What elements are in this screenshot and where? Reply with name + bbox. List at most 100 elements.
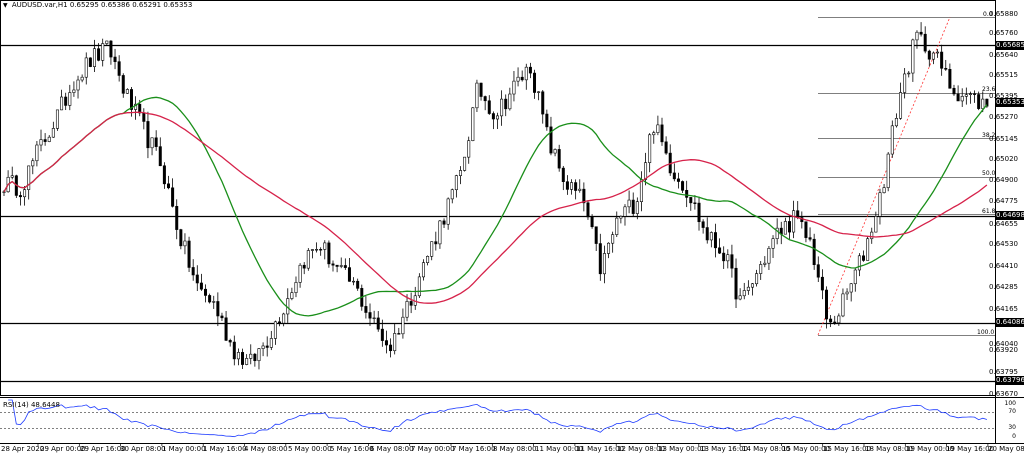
price-label: 0.64530 bbox=[989, 240, 1018, 248]
candle-body bbox=[43, 139, 47, 142]
candle-body bbox=[602, 253, 606, 275]
candle-body bbox=[738, 295, 742, 300]
candle-body bbox=[2, 191, 6, 193]
candle-body bbox=[829, 318, 833, 323]
ohlc-values: 0.65295 0.65386 0.65291 0.65353 bbox=[69, 1, 193, 9]
candle-body bbox=[467, 140, 471, 158]
candle-body bbox=[742, 290, 746, 297]
price-label: 0.64285 bbox=[989, 283, 1018, 291]
rsi-label-100: 100 bbox=[1004, 400, 1016, 407]
candle-body bbox=[804, 221, 808, 238]
candle-body bbox=[862, 255, 866, 261]
candle-body bbox=[590, 216, 594, 228]
candle-body bbox=[162, 165, 166, 185]
candle-body bbox=[278, 321, 282, 324]
candle-body bbox=[565, 181, 569, 190]
price-label: 0.65760 bbox=[989, 29, 1018, 37]
candle-body bbox=[417, 276, 421, 297]
candle-body bbox=[718, 247, 722, 254]
candle-body bbox=[627, 199, 631, 208]
candle-body bbox=[294, 282, 298, 293]
candle-body bbox=[681, 181, 685, 191]
candle-body bbox=[660, 124, 664, 143]
candle-body bbox=[380, 328, 384, 341]
candle-body bbox=[857, 255, 861, 271]
candle-body bbox=[874, 216, 878, 233]
candle-body bbox=[915, 31, 919, 41]
candle-body bbox=[755, 273, 759, 285]
time-label: 5 May 16:00 bbox=[330, 445, 374, 453]
candle-body bbox=[310, 249, 314, 251]
candle-body bbox=[72, 89, 76, 93]
price-label: 0.65880 bbox=[989, 10, 1018, 18]
fib-label-38-2: 38.2 bbox=[982, 132, 996, 139]
candle-body bbox=[977, 94, 981, 109]
candle-body bbox=[154, 137, 158, 147]
candle-body bbox=[491, 113, 495, 120]
candle-body bbox=[545, 113, 549, 128]
candle-body bbox=[878, 192, 882, 217]
candle-body bbox=[541, 91, 545, 115]
candle-body bbox=[783, 221, 787, 235]
candle-body bbox=[109, 40, 113, 58]
candle-body bbox=[886, 153, 890, 188]
candle-body bbox=[907, 72, 911, 75]
candle-body bbox=[701, 221, 705, 228]
candle-body bbox=[808, 237, 812, 240]
candle-body bbox=[870, 231, 874, 240]
candle-body bbox=[767, 248, 771, 264]
candle-body bbox=[487, 100, 491, 114]
candle-body bbox=[759, 264, 763, 274]
candle-body bbox=[39, 139, 43, 146]
candle-body bbox=[438, 220, 442, 245]
candle-body bbox=[981, 98, 985, 109]
candle-body bbox=[245, 358, 249, 365]
candle-body bbox=[356, 280, 360, 289]
candle-body bbox=[635, 201, 639, 214]
candle-body bbox=[483, 96, 487, 102]
candle-body bbox=[685, 190, 689, 198]
candle-body bbox=[195, 274, 199, 284]
collapse-triangle-icon[interactable]: ▼ bbox=[3, 2, 8, 9]
fib-trend-line bbox=[817, 16, 951, 336]
candle-body bbox=[10, 175, 14, 178]
hline-label-support: 0.64086 bbox=[996, 318, 1024, 327]
candle-body bbox=[18, 195, 22, 198]
candle-body bbox=[129, 89, 133, 110]
candle-body bbox=[249, 353, 253, 359]
candle-body bbox=[705, 227, 709, 241]
time-label: 13 May 16:00 bbox=[700, 445, 749, 453]
candle-body bbox=[911, 39, 915, 74]
candle-body bbox=[820, 276, 824, 291]
candle-body bbox=[323, 242, 327, 250]
candle-body bbox=[631, 199, 635, 214]
rsi-label-0: 0 bbox=[1012, 433, 1016, 440]
fib-label-23-6: 23.6 bbox=[982, 86, 996, 93]
candle-body bbox=[903, 73, 907, 93]
candle-body bbox=[964, 94, 968, 97]
candle-body bbox=[796, 210, 800, 218]
price-label: 0.65640 bbox=[989, 51, 1018, 59]
candle-body bbox=[92, 48, 96, 67]
time-label: 29 Apr 16:00 bbox=[80, 445, 126, 453]
candle-body bbox=[35, 144, 39, 162]
candle-body bbox=[549, 126, 553, 154]
candle-body bbox=[512, 80, 516, 95]
candle-body bbox=[561, 167, 565, 182]
candle-body bbox=[405, 301, 409, 318]
candle-body bbox=[306, 250, 310, 269]
time-label: 8 May 08:00 bbox=[493, 445, 537, 453]
candle-body bbox=[368, 312, 372, 319]
candle-body bbox=[458, 170, 462, 176]
candle-body bbox=[68, 92, 72, 106]
time-label: 7 May 16:00 bbox=[452, 445, 496, 453]
rsi-line bbox=[8, 399, 988, 438]
price-label: 0.65395 bbox=[989, 92, 1018, 100]
candle-body bbox=[644, 162, 648, 180]
candle-body bbox=[64, 96, 68, 106]
candle-body bbox=[520, 76, 524, 81]
candle-body bbox=[253, 353, 257, 362]
candle-body bbox=[816, 264, 820, 278]
